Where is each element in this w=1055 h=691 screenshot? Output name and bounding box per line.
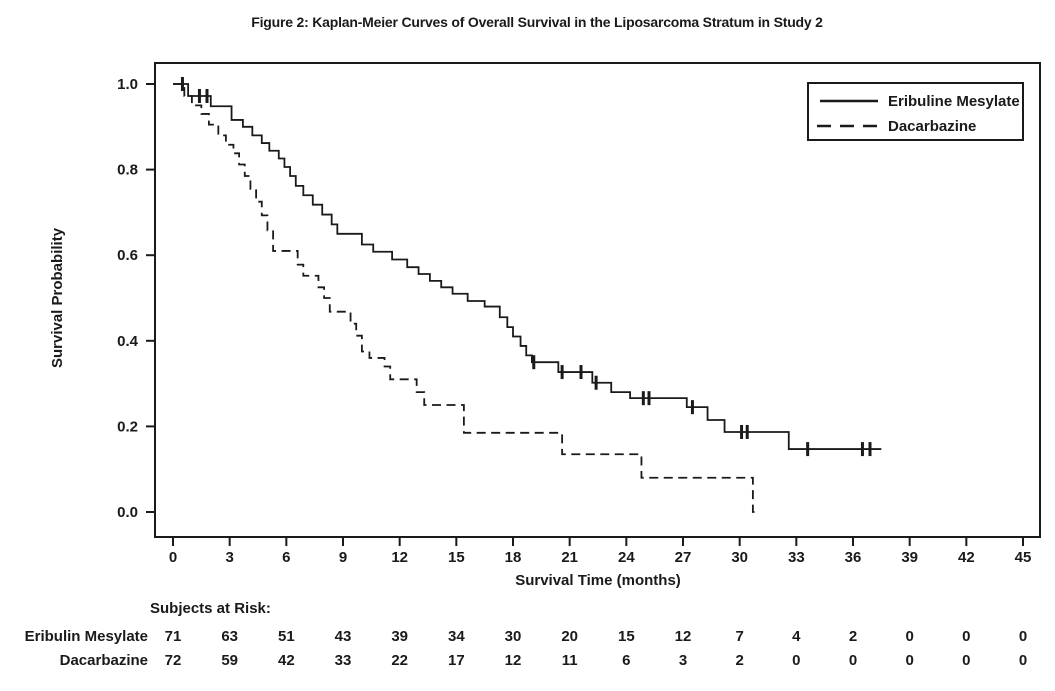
risk-count: 33 <box>335 652 352 669</box>
risk-count: 7 <box>735 628 743 645</box>
risk-count: 0 <box>792 652 800 669</box>
risk-row-label-dacarbazine: Dacarbazine <box>60 652 148 669</box>
risk-count: 2 <box>735 652 743 669</box>
legend-label-eribulin: Eribuline Mesylate <box>888 93 1020 110</box>
risk-count: 0 <box>1019 652 1027 669</box>
eribulin-curve <box>173 83 882 450</box>
risk-count: 0 <box>849 652 857 669</box>
y-tick-label: 1.0 <box>117 76 138 93</box>
risk-count: 71 <box>165 628 182 645</box>
x-tick-label: 9 <box>339 549 347 566</box>
risk-table-header: Subjects at Risk: <box>150 600 271 617</box>
risk-count: 15 <box>618 628 635 645</box>
y-tick-label: 0.0 <box>117 504 138 521</box>
risk-count: 12 <box>675 628 692 645</box>
x-tick-label: 39 <box>901 549 918 566</box>
risk-count: 59 <box>221 652 238 669</box>
risk-count: 11 <box>562 652 578 669</box>
x-tick-label: 21 <box>561 549 578 566</box>
dacarbazine-curve <box>173 83 756 513</box>
risk-count: 4 <box>792 628 801 645</box>
x-tick-label: 15 <box>448 549 465 566</box>
x-tick-label: 45 <box>1015 549 1032 566</box>
y-axis-label: Survival Probability <box>49 227 66 368</box>
risk-count: 17 <box>448 652 465 669</box>
x-tick-label: 33 <box>788 549 805 566</box>
survival-curves <box>173 77 882 513</box>
risk-count: 0 <box>905 628 913 645</box>
risk-count: 34 <box>448 628 465 645</box>
y-tick-label: 0.2 <box>117 418 138 435</box>
x-axis-label: Survival Time (months) <box>515 572 681 589</box>
x-tick-label: 36 <box>845 549 862 566</box>
x-tick-label: 12 <box>391 549 408 566</box>
risk-count: 2 <box>849 628 857 645</box>
risk-count: 12 <box>505 652 522 669</box>
x-tick-label: 18 <box>505 549 522 566</box>
legend-box: Eribuline Mesylate Dacarbazine <box>807 82 1024 141</box>
x-axis-ticks: 0 3 6 9 12 15 18 21 24 27 30 33 36 39 42 45 <box>169 537 1032 566</box>
x-tick-label: 24 <box>618 549 635 566</box>
risk-count: 43 <box>335 628 352 645</box>
risk-count: 0 <box>962 652 970 669</box>
risk-count: 22 <box>391 652 408 669</box>
risk-count: 20 <box>561 628 578 645</box>
subjects-at-risk-table: Subjects at Risk: Eribulin Mesylate Daca… <box>25 600 1028 669</box>
legend-label-dacarbazine: Dacarbazine <box>888 118 976 135</box>
y-tick-label: 0.4 <box>117 333 139 350</box>
risk-counts: 71 63 51 43 39 34 30 20 15 12 7 4 2 0 0 072 59 42 33 22 17 12… <box>165 628 1028 669</box>
y-tick-label: 0.8 <box>117 162 138 179</box>
risk-count: 3 <box>679 652 687 669</box>
risk-count: 0 <box>905 652 913 669</box>
x-tick-label: 6 <box>282 549 290 566</box>
risk-count: 63 <box>221 628 238 645</box>
legend-border <box>807 82 1024 141</box>
risk-count: 72 <box>165 652 182 669</box>
y-axis-ticks: 1.0 0.8 0.6 0.4 0.2 0.0 <box>117 76 155 521</box>
x-tick-label: 3 <box>225 549 233 566</box>
x-tick-label: 30 <box>731 549 748 566</box>
risk-row-label-eribulin: Eribulin Mesylate <box>25 628 148 645</box>
risk-count: 0 <box>962 628 970 645</box>
plot-frame <box>154 62 1041 538</box>
x-tick-label: 42 <box>958 549 975 566</box>
risk-count: 0 <box>1019 628 1027 645</box>
figure-title: Figure 2: Kaplan-Meier Curves of Overall… <box>251 14 823 30</box>
risk-count: 30 <box>505 628 522 645</box>
risk-count: 51 <box>278 628 295 645</box>
risk-count: 42 <box>278 652 295 669</box>
x-tick-label: 0 <box>169 549 177 566</box>
risk-count: 6 <box>622 652 630 669</box>
risk-count: 39 <box>391 628 408 645</box>
y-tick-label: 0.6 <box>117 247 138 264</box>
x-tick-label: 27 <box>675 549 692 566</box>
